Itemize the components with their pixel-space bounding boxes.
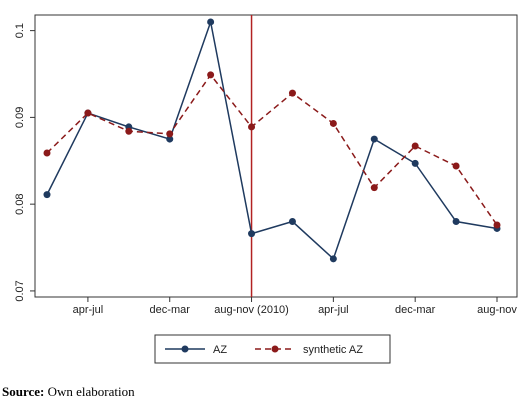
point bbox=[452, 162, 460, 170]
point bbox=[248, 123, 256, 131]
legend-label: AZ bbox=[213, 344, 227, 356]
point bbox=[370, 184, 378, 192]
series-line bbox=[46, 73, 498, 226]
y-tick-label: 0.1 bbox=[14, 23, 26, 38]
point bbox=[43, 191, 51, 199]
point bbox=[370, 135, 378, 143]
point bbox=[288, 89, 296, 97]
legend-label: synthetic AZ bbox=[303, 344, 363, 356]
point bbox=[411, 142, 419, 150]
point bbox=[43, 149, 51, 157]
point bbox=[329, 255, 337, 263]
source-text: Own elaboration bbox=[47, 384, 135, 399]
x-tick-label: aug-nov (2010) bbox=[214, 304, 289, 316]
point bbox=[329, 119, 337, 127]
y-tick-label: 0.09 bbox=[14, 107, 26, 128]
source-note: Source: Own elaboration bbox=[2, 384, 135, 400]
x-tick-label: aug-nov bbox=[477, 304, 517, 316]
x-tick-label: apr-jul bbox=[318, 304, 349, 316]
point bbox=[493, 221, 501, 229]
x-tick-label: dec-mar bbox=[395, 304, 436, 316]
point bbox=[411, 159, 419, 167]
point bbox=[125, 127, 133, 135]
legend-marker bbox=[181, 345, 189, 353]
chart: 0.07 0.08 0.09 0.1 apr-jul dec-mar aug-nov (20… bbox=[14, 14, 518, 364]
point bbox=[207, 18, 215, 26]
legend-marker bbox=[271, 345, 279, 353]
point bbox=[166, 130, 174, 138]
series-line bbox=[46, 19, 498, 261]
point bbox=[248, 230, 256, 238]
point bbox=[84, 109, 92, 117]
x-tick-label: dec-mar bbox=[150, 304, 191, 316]
source-label: Source: bbox=[2, 384, 45, 399]
point bbox=[166, 135, 174, 143]
point bbox=[288, 218, 296, 226]
y-tick-label: 0.08 bbox=[14, 193, 26, 214]
point bbox=[207, 71, 215, 79]
plot-frame bbox=[34, 14, 518, 298]
x-tick-label: apr-jul bbox=[73, 304, 104, 316]
y-tick-label: 0.07 bbox=[14, 280, 26, 301]
point bbox=[452, 218, 460, 226]
